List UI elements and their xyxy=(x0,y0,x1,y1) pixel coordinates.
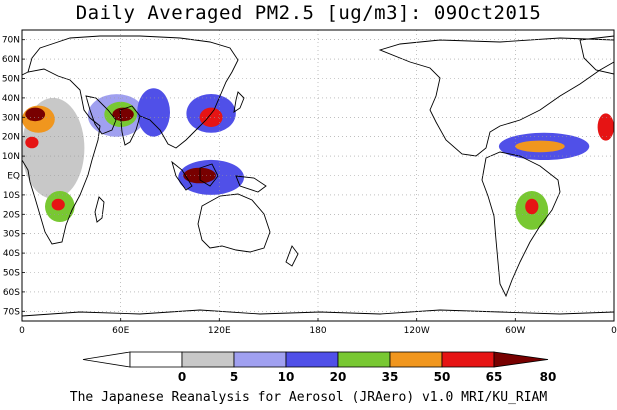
coastline-sumatra xyxy=(171,160,193,191)
colorbar: 0 5 10 20 35 50 65 80 xyxy=(82,351,557,384)
colorbar-label: 10 xyxy=(278,370,295,384)
lat-tick-label: EQ xyxy=(7,172,20,182)
coastline-new-guinea xyxy=(235,175,267,193)
pm25-region-3 xyxy=(25,136,39,149)
pm25-region-17 xyxy=(525,198,539,215)
colorbar-arrow-low xyxy=(82,351,131,368)
lat-tick-label: 70N xyxy=(2,36,20,46)
coastline-arabia xyxy=(85,95,117,135)
colorbar-swatch xyxy=(233,351,287,368)
colorbar-label: 65 xyxy=(486,370,503,384)
colorbar-label: 20 xyxy=(330,370,347,384)
lon-tick-label: 60E xyxy=(112,326,129,336)
coastline-south-america xyxy=(481,151,561,298)
lat-tick-label: 50N xyxy=(2,75,20,85)
lat-tick-label: 60N xyxy=(2,55,20,65)
pm25-field xyxy=(22,88,614,230)
lon-tick-label: 60W xyxy=(505,326,525,336)
coastline-new-zealand xyxy=(285,245,299,267)
lat-tick-label: 30S xyxy=(3,230,20,240)
pm25-region-8 xyxy=(112,107,134,122)
lat-tick-label: 20N xyxy=(2,133,20,143)
colorbar-label: 5 xyxy=(230,370,238,384)
lon-tick-label: 120E xyxy=(208,326,231,336)
colorbar-swatch xyxy=(337,351,391,368)
colorbar-swatch xyxy=(129,351,183,368)
footer-credit: The Japanese Reanalysis for Aerosol (JRA… xyxy=(69,390,548,405)
lat-tick-label: 60S xyxy=(3,288,20,298)
coastline-india xyxy=(119,105,141,146)
colorbar-swatch xyxy=(285,351,339,368)
pm25-region-15 xyxy=(515,140,565,153)
colorbar-swatch xyxy=(389,351,443,368)
coastline-greenland xyxy=(579,35,614,75)
pm25-region-18 xyxy=(597,113,614,141)
lon-tick-label: 180 xyxy=(309,326,326,336)
pm25-region-9 xyxy=(137,88,171,137)
lon-tick-label: 120W xyxy=(404,326,430,336)
lat-tick-label: 40N xyxy=(2,94,20,104)
colorbar-swatch xyxy=(441,351,495,368)
lon-tick-label: 0 xyxy=(611,326,617,336)
coastline-antarctica xyxy=(22,309,614,317)
lat-tick-label: 50S xyxy=(3,269,20,279)
map-title: Daily Averaged PM2.5 [ug/m3]: 09Oct2015 xyxy=(75,2,542,24)
colorbar-swatch xyxy=(181,351,235,368)
lat-tick-label: 20S xyxy=(3,210,20,220)
latitude-labels: 70N 60N 50N 40N 30N 20N 10N EQ 10S 20S 30S 40S 50S 60… xyxy=(2,36,25,317)
coastline-madagascar xyxy=(94,196,105,223)
lat-tick-label: 10S xyxy=(3,191,20,201)
pm25-region-5 xyxy=(51,198,65,211)
graticule xyxy=(21,30,615,321)
longitude-labels: 0 60E 120E 180 120W 60W 0 xyxy=(19,318,617,336)
pm25-region-2 xyxy=(25,107,46,122)
lon-tick-label: 0 xyxy=(19,326,25,336)
lat-tick-label: 10N xyxy=(2,152,20,162)
colorbar-label: 35 xyxy=(382,370,399,384)
coastline-eurasia xyxy=(27,35,239,149)
pm25-region-11 xyxy=(199,107,223,128)
coastline-borneo xyxy=(199,163,219,187)
colorbar-arrow-high xyxy=(493,351,549,368)
coastline-north-america xyxy=(378,37,614,157)
lat-tick-label: 70S xyxy=(3,307,20,317)
lat-tick-label: 30N xyxy=(2,113,20,123)
colorbar-label: 80 xyxy=(540,370,557,384)
lat-tick-label: 40S xyxy=(3,249,20,259)
coastline-australia xyxy=(197,193,271,253)
coastline-japan xyxy=(233,91,245,113)
colorbar-label: 0 xyxy=(178,370,186,384)
colorbar-label: 50 xyxy=(434,370,451,384)
